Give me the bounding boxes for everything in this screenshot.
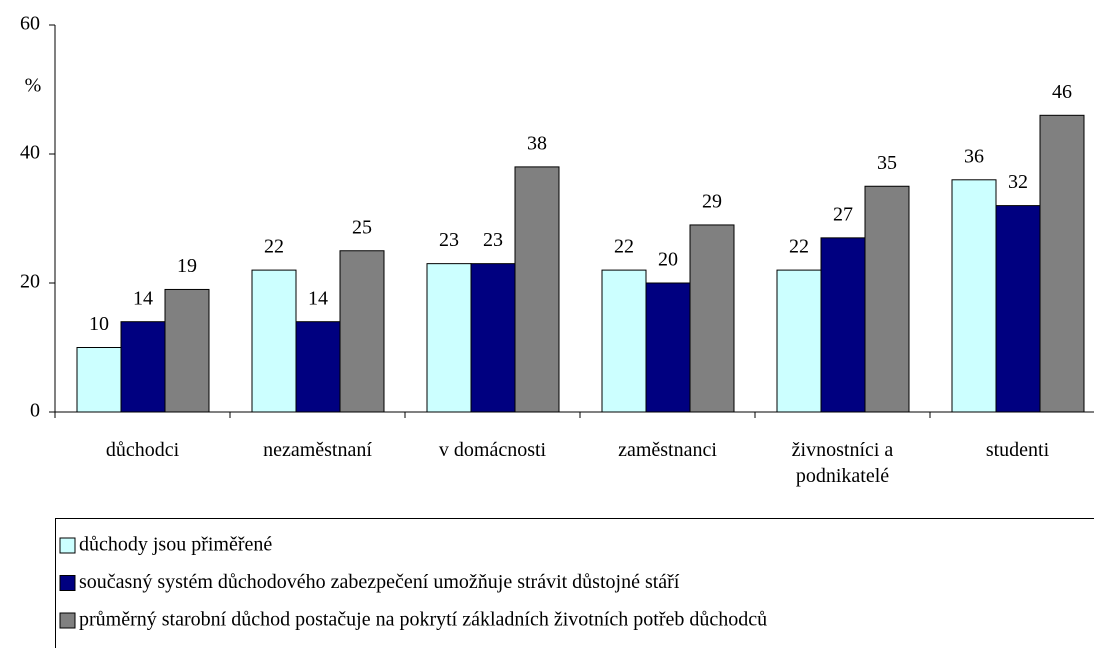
data-label: 35 xyxy=(877,152,897,174)
data-label: 36 xyxy=(964,145,984,167)
legend-label: důchody jsou přiměřené xyxy=(79,534,272,556)
bar xyxy=(514,166,560,413)
bar xyxy=(995,205,1041,413)
x-tick-label: zaměstnanci xyxy=(618,439,717,461)
bar xyxy=(164,288,210,413)
x-tick-label: nezaměstnaní xyxy=(263,439,372,461)
bar xyxy=(120,321,166,413)
bar xyxy=(1039,114,1085,413)
legend-box xyxy=(55,518,1094,648)
data-label: 22 xyxy=(614,236,634,258)
x-tick-label: v domácnosti xyxy=(438,439,547,461)
y-axis-label: % xyxy=(25,75,42,97)
bar xyxy=(295,321,341,413)
bar xyxy=(251,269,297,413)
x-tick-label: studenti xyxy=(985,439,1050,461)
bar xyxy=(864,185,910,413)
data-label: 25 xyxy=(352,216,372,238)
y-tick-label: 20 xyxy=(20,271,40,293)
data-label: 32 xyxy=(1008,171,1028,193)
data-label: 46 xyxy=(1052,81,1072,103)
data-label: 10 xyxy=(89,313,109,335)
data-label: 20 xyxy=(658,249,678,271)
legend-swatch xyxy=(59,612,76,629)
y-tick-label: 60 xyxy=(20,13,40,35)
x-tick-label: živnostníci a podnikatelé xyxy=(791,439,894,487)
x-tick-label: důchodci xyxy=(105,439,180,461)
bar xyxy=(76,347,122,413)
bar xyxy=(601,269,647,413)
bar xyxy=(820,237,866,413)
legend-label: současný systém důchodového zabezpečení … xyxy=(79,571,680,593)
legend-swatch xyxy=(59,537,76,554)
legend-swatch xyxy=(59,575,76,591)
bar xyxy=(776,269,822,413)
bar xyxy=(470,263,516,413)
data-label: 38 xyxy=(527,132,547,154)
y-tick-label: 40 xyxy=(20,142,40,164)
data-label: 27 xyxy=(833,203,853,225)
data-label: 19 xyxy=(177,255,197,277)
bar xyxy=(951,179,997,413)
bar xyxy=(689,224,735,413)
bar xyxy=(426,263,472,413)
data-label: 14 xyxy=(308,287,328,309)
bar xyxy=(339,250,385,413)
data-label: 22 xyxy=(789,236,809,258)
data-label: 14 xyxy=(133,287,153,309)
data-label: 29 xyxy=(702,191,722,213)
bar xyxy=(645,282,691,413)
legend-label: průměrný starobní důchod postačuje na po… xyxy=(79,609,767,631)
data-label: 23 xyxy=(483,229,503,251)
y-tick-label: 0 xyxy=(30,400,40,422)
data-label: 23 xyxy=(439,229,459,251)
data-label: 22 xyxy=(264,236,284,258)
